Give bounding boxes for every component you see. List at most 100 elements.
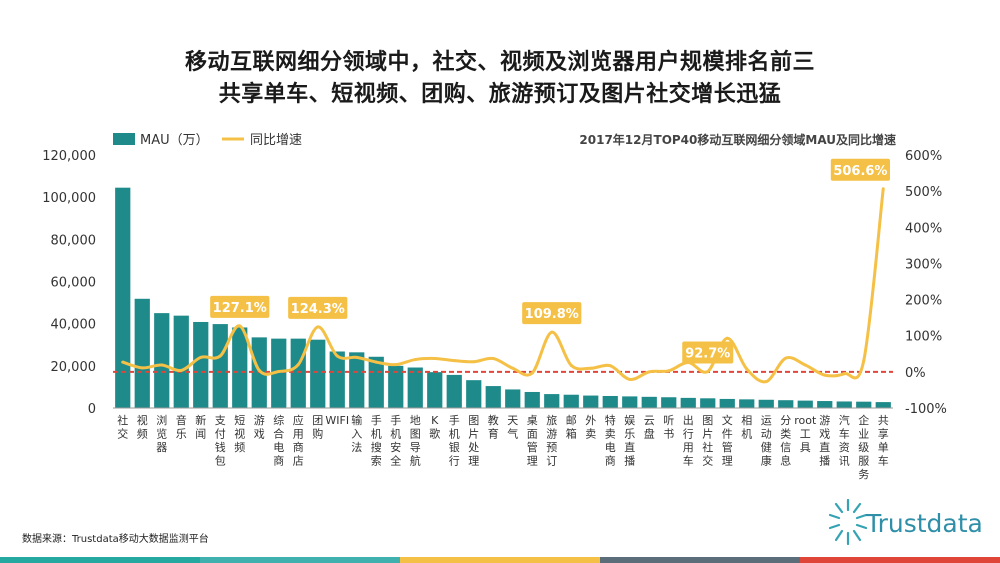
bar-视频 (134, 298, 150, 408)
right-axis-tick-label: -100% (905, 402, 947, 417)
category-label: 外卖 (585, 414, 596, 441)
annotation-box-共享单车 (830, 158, 890, 181)
bar-出行用车 (680, 397, 696, 408)
growth-point-听书 (667, 369, 671, 373)
bar-汽车资讯 (836, 401, 852, 408)
growth-point-地图导航 (413, 358, 417, 362)
right-axis-tick-label: 500% (905, 185, 942, 200)
growth-point-共享单车 (881, 187, 885, 191)
growth-point-汽车资讯 (842, 372, 846, 376)
category-label: 手机搜索 (371, 413, 382, 468)
bar-分类信息 (778, 400, 794, 408)
category-label: 综合电商 (273, 413, 284, 468)
right-axis-tick-label: 600% (905, 149, 942, 164)
growth-point-邮箱 (569, 363, 573, 367)
category-label: 音乐 (176, 413, 187, 441)
category-label: 共享单车 (878, 414, 889, 468)
category-label: 听书 (663, 414, 674, 441)
left-axis-tick-label: 20,000 (51, 360, 97, 375)
bar-运动健康 (758, 399, 774, 408)
growth-point-外卖 (589, 366, 593, 370)
category-label: 图片处理 (468, 414, 479, 468)
growth-point-相机 (745, 367, 749, 371)
bar-文件管理 (719, 398, 735, 408)
growth-point-手机银行 (452, 359, 456, 363)
category-label: 手机银行 (449, 413, 460, 468)
category-label: 云盘 (644, 414, 655, 441)
growth-point-应用商店 (296, 363, 300, 367)
category-label: 汽车资讯 (839, 413, 850, 468)
bar-应用商店 (290, 338, 306, 408)
right-axis-tick-label: 0% (905, 366, 926, 381)
category-label: 分类信息 (780, 414, 791, 468)
category-label: 运动健康 (761, 414, 772, 468)
bar-短视频 (232, 327, 248, 408)
bar-团购 (310, 339, 326, 408)
growth-point-社交 (121, 360, 125, 364)
annotation-box-图片社交 (682, 341, 734, 364)
bar-手机安全 (388, 365, 404, 408)
growth-point-特卖电商 (608, 364, 612, 368)
growth-point-浏览器 (160, 363, 164, 367)
category-label: 出行用车 (683, 413, 694, 468)
growth-point-图片社交 (706, 369, 710, 373)
category-label: 支付钱包 (215, 414, 226, 468)
category-label: 应用商店 (293, 413, 304, 468)
category-label: 相机 (741, 414, 752, 441)
data-source-note: 数据来源：Trustdata移动大数据监测平台 (22, 534, 209, 545)
footer-stripe-1 (0, 557, 200, 563)
growth-point-游戏 (257, 368, 261, 372)
category-label: 手机安全 (390, 413, 401, 468)
category-label: 视频 (137, 413, 148, 441)
category-label: 桌面管理 (527, 414, 538, 468)
category-label: 新闻 (195, 413, 206, 441)
bar-外卖 (583, 395, 599, 408)
growth-point-娱乐直播 (628, 377, 632, 381)
logo-text: Trustdata (866, 509, 983, 538)
growth-point-输入法 (355, 355, 359, 359)
right-axis-tick-label: 400% (905, 221, 942, 236)
bar-特卖电商 (602, 395, 618, 408)
chart-subtitle: 2017年12月TOP40移动互联网细分领域MAU及同比增速 (579, 132, 896, 147)
category-label: 邮箱 (566, 414, 577, 441)
bar-旅游预订 (544, 394, 560, 408)
growth-point-运动健康 (764, 380, 768, 384)
chart-title-line2: 共享单车、短视频、团购、旅游预订及图片社交增长迅猛 (218, 82, 782, 107)
annotation-box-团购 (288, 296, 348, 319)
category-label: 团购 (312, 414, 323, 441)
bar-输入法 (349, 352, 365, 408)
chart-title-line1: 移动互联网细分领域中，社交、视频及浏览器用户规模排名前三 (184, 50, 815, 75)
footer-stripe-5 (800, 557, 1000, 563)
logo-burst-icon (828, 498, 868, 546)
growth-point-旅游预订 (550, 330, 554, 334)
category-label: 地图导航 (410, 414, 421, 468)
growth-point-团购 (316, 325, 320, 329)
bar-手机银行 (446, 374, 462, 408)
annotation-box-短视频 (210, 295, 270, 318)
trustdata-logo: Trustdata (828, 498, 998, 548)
category-label: 短视频 (234, 413, 245, 454)
category-label: 娱乐直播 (624, 413, 635, 468)
bar-邮箱 (563, 394, 579, 408)
legend-label-mau: MAU（万） (140, 133, 209, 148)
category-label: 教育 (488, 414, 499, 441)
category-label: 企业级服务 (858, 413, 869, 481)
growth-point-图片处理 (472, 360, 476, 364)
bar-社交 (115, 187, 131, 408)
bar-root工具 (797, 400, 813, 408)
growth-point-支付钱包 (218, 354, 222, 358)
left-axis-tick-label: 120,000 (42, 149, 96, 164)
annotation-label-图片社交: 92.7% (685, 346, 730, 361)
category-label: 浏览器 (156, 413, 167, 454)
growth-point-分类信息 (784, 356, 788, 360)
bar-企业级服务 (856, 401, 872, 408)
right-axis-tick-label: 200% (905, 294, 942, 309)
growth-point-企业级服务 (862, 359, 866, 363)
footer-stripe-3 (400, 557, 600, 563)
bar-云盘 (641, 396, 657, 408)
category-label: 图片社交 (702, 414, 713, 468)
bar-娱乐直播 (622, 396, 638, 408)
category-label: root 工具 (794, 414, 817, 454)
growth-point-新闻 (199, 355, 203, 359)
